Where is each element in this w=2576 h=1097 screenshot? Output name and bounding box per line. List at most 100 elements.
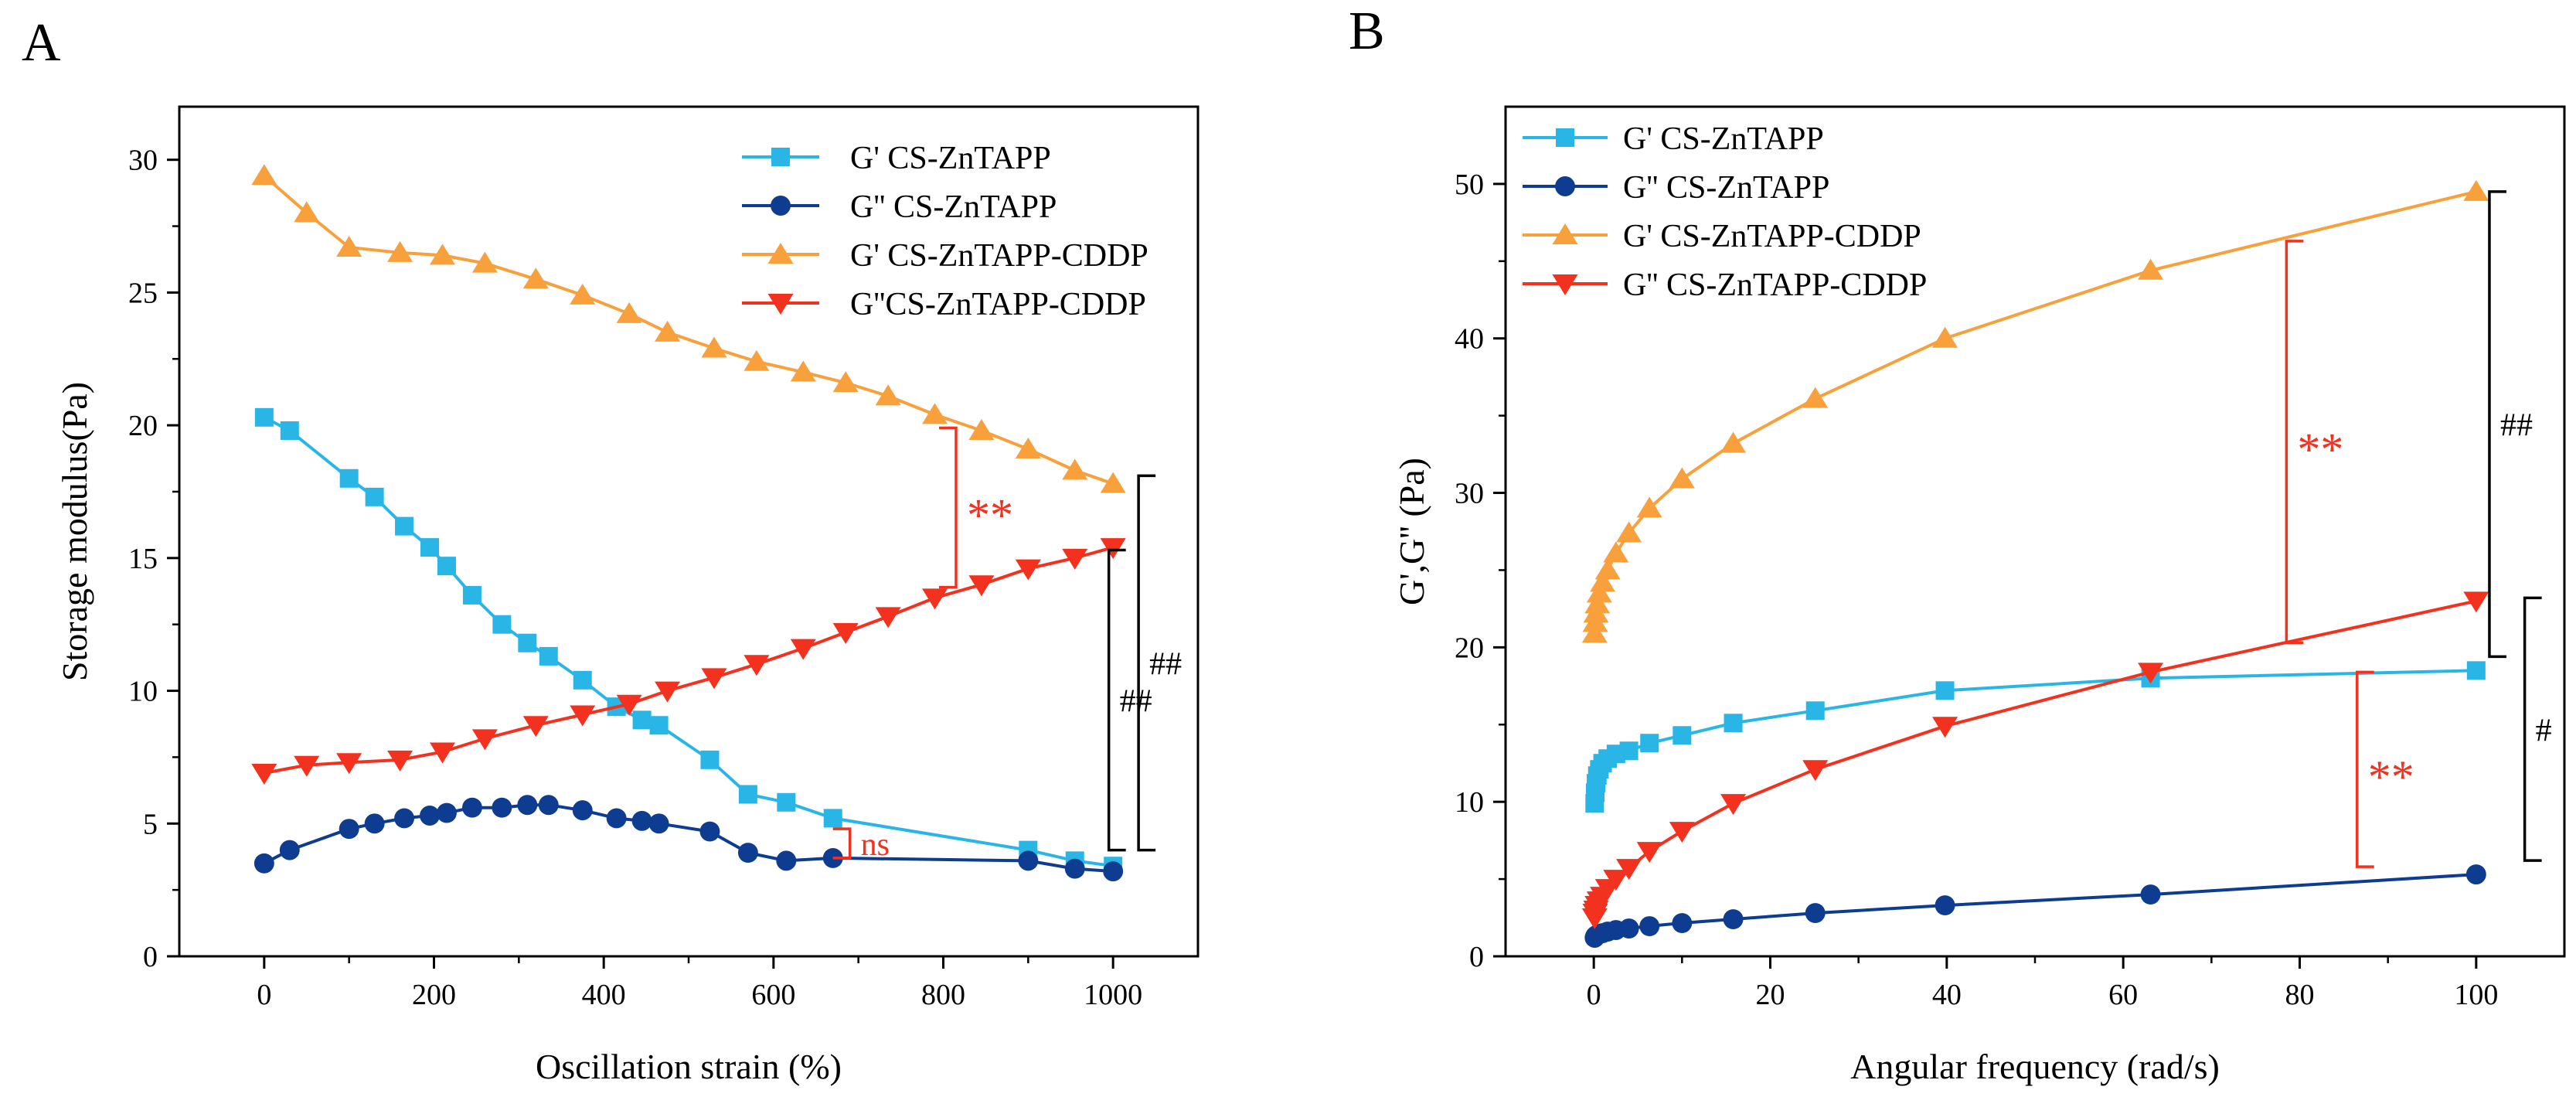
significance-label: ** xyxy=(967,490,1013,541)
data-point xyxy=(823,809,842,828)
data-point xyxy=(922,403,948,424)
data-point xyxy=(632,710,652,730)
significance-bracket xyxy=(832,827,852,860)
data-point xyxy=(294,201,320,223)
data-point xyxy=(461,797,482,818)
panel-a: A 0 200 400 600 800 1000 0 5 10 15 20 25 30 Oscillatio… xyxy=(22,13,1200,1086)
data-point xyxy=(655,320,681,342)
data-point xyxy=(701,668,727,690)
data-point xyxy=(492,797,512,818)
data-point xyxy=(251,764,277,785)
data-point xyxy=(280,421,299,440)
data-point xyxy=(429,244,455,265)
data-point xyxy=(744,349,770,371)
data-point xyxy=(251,164,277,186)
data-point xyxy=(522,267,549,289)
data-point xyxy=(572,800,593,821)
data-point xyxy=(875,384,901,406)
y-tick-label: 20 xyxy=(128,410,158,442)
x-tick-label: 400 xyxy=(582,979,626,1011)
data-point xyxy=(437,557,456,576)
data-point xyxy=(1723,909,1744,930)
data-point xyxy=(738,785,757,804)
data-point xyxy=(2463,179,2489,201)
data-point xyxy=(279,840,300,860)
data-point xyxy=(1062,458,1088,480)
data-point xyxy=(254,407,274,427)
data-point xyxy=(1594,558,1621,580)
data-point xyxy=(1669,467,1695,489)
data-point xyxy=(387,240,413,262)
data-point xyxy=(616,694,642,716)
data-point xyxy=(832,623,859,645)
significance-bracket xyxy=(1137,474,1156,852)
data-point xyxy=(420,806,440,826)
significance-bracket xyxy=(2523,596,2542,862)
data-point xyxy=(1064,858,1085,879)
significance-label: ** xyxy=(2368,751,2414,802)
legend-marker xyxy=(767,294,794,315)
data-point xyxy=(1603,541,1629,563)
legend-marker xyxy=(1552,274,1578,295)
data-point xyxy=(471,729,498,751)
data-point xyxy=(1619,741,1638,761)
significance-label: # xyxy=(2536,713,2552,748)
data-point xyxy=(922,588,948,610)
data-point xyxy=(518,633,537,652)
y-axis-title: G',G'' (Pa) xyxy=(1392,458,1431,605)
data-point xyxy=(573,670,592,690)
data-point xyxy=(606,808,627,829)
data-point xyxy=(1100,472,1126,493)
data-point xyxy=(616,302,642,323)
data-point xyxy=(522,716,549,738)
data-point xyxy=(1103,861,1124,882)
data-point xyxy=(1802,387,1829,408)
data-point xyxy=(631,810,652,831)
data-point xyxy=(1015,559,1041,581)
series-line xyxy=(263,416,1114,868)
data-point xyxy=(1935,895,1955,916)
data-point xyxy=(737,843,758,864)
data-point xyxy=(1590,571,1616,592)
data-point xyxy=(437,802,457,823)
data-point xyxy=(1603,870,1629,891)
x-tick-label: 40 xyxy=(1932,979,1962,1011)
data-point xyxy=(394,808,415,829)
panel-b: B 0 20 40 60 80 100 0 10 20 30 40 50 Angular frequenc… xyxy=(1349,2,2566,1086)
data-point xyxy=(1802,760,1829,782)
legend-label: G' CS-ZnTAPP-CDDP xyxy=(1623,219,1921,254)
data-point xyxy=(1935,681,1955,700)
data-point xyxy=(365,487,384,506)
series-line xyxy=(1593,189,2477,634)
data-point xyxy=(539,646,558,666)
legend-label: G' CS-ZnTAPP-CDDP xyxy=(850,238,1148,274)
legend-marker xyxy=(771,148,790,166)
series-line xyxy=(1593,873,2476,939)
significance-label: ## xyxy=(2500,408,2533,444)
data-point xyxy=(2138,663,2164,684)
legend-label: G' CS-ZnTAPP xyxy=(850,141,1051,176)
data-point xyxy=(832,371,859,393)
x-axis-title: Angular frequency (rad/s) xyxy=(1850,1047,2220,1086)
legend-label: G''CS-ZnTAPP-CDDP xyxy=(850,287,1146,322)
y-tick-label: 50 xyxy=(1455,169,1484,201)
data-point xyxy=(339,819,359,840)
data-point xyxy=(387,750,413,772)
significance-label: ns xyxy=(861,827,890,863)
series-line xyxy=(1593,669,2476,804)
data-point xyxy=(968,418,995,440)
data-point xyxy=(570,283,596,305)
significance-bracket xyxy=(938,426,958,589)
y-tick-label: 5 xyxy=(143,808,158,840)
data-point xyxy=(336,753,362,775)
data-point xyxy=(648,813,669,834)
y-tick-label: 15 xyxy=(128,543,158,575)
x-tick-label: 80 xyxy=(2285,979,2315,1011)
y-axis-title: Storage modulus(Pa) xyxy=(55,382,94,681)
panel-label: B xyxy=(1349,2,1385,61)
data-point xyxy=(1636,842,1662,864)
significance-bracket xyxy=(2285,240,2304,645)
data-point xyxy=(570,705,596,727)
y-tick-label: 30 xyxy=(1455,478,1484,510)
legend-label: G' CS-ZnTAPP xyxy=(1623,121,1824,157)
